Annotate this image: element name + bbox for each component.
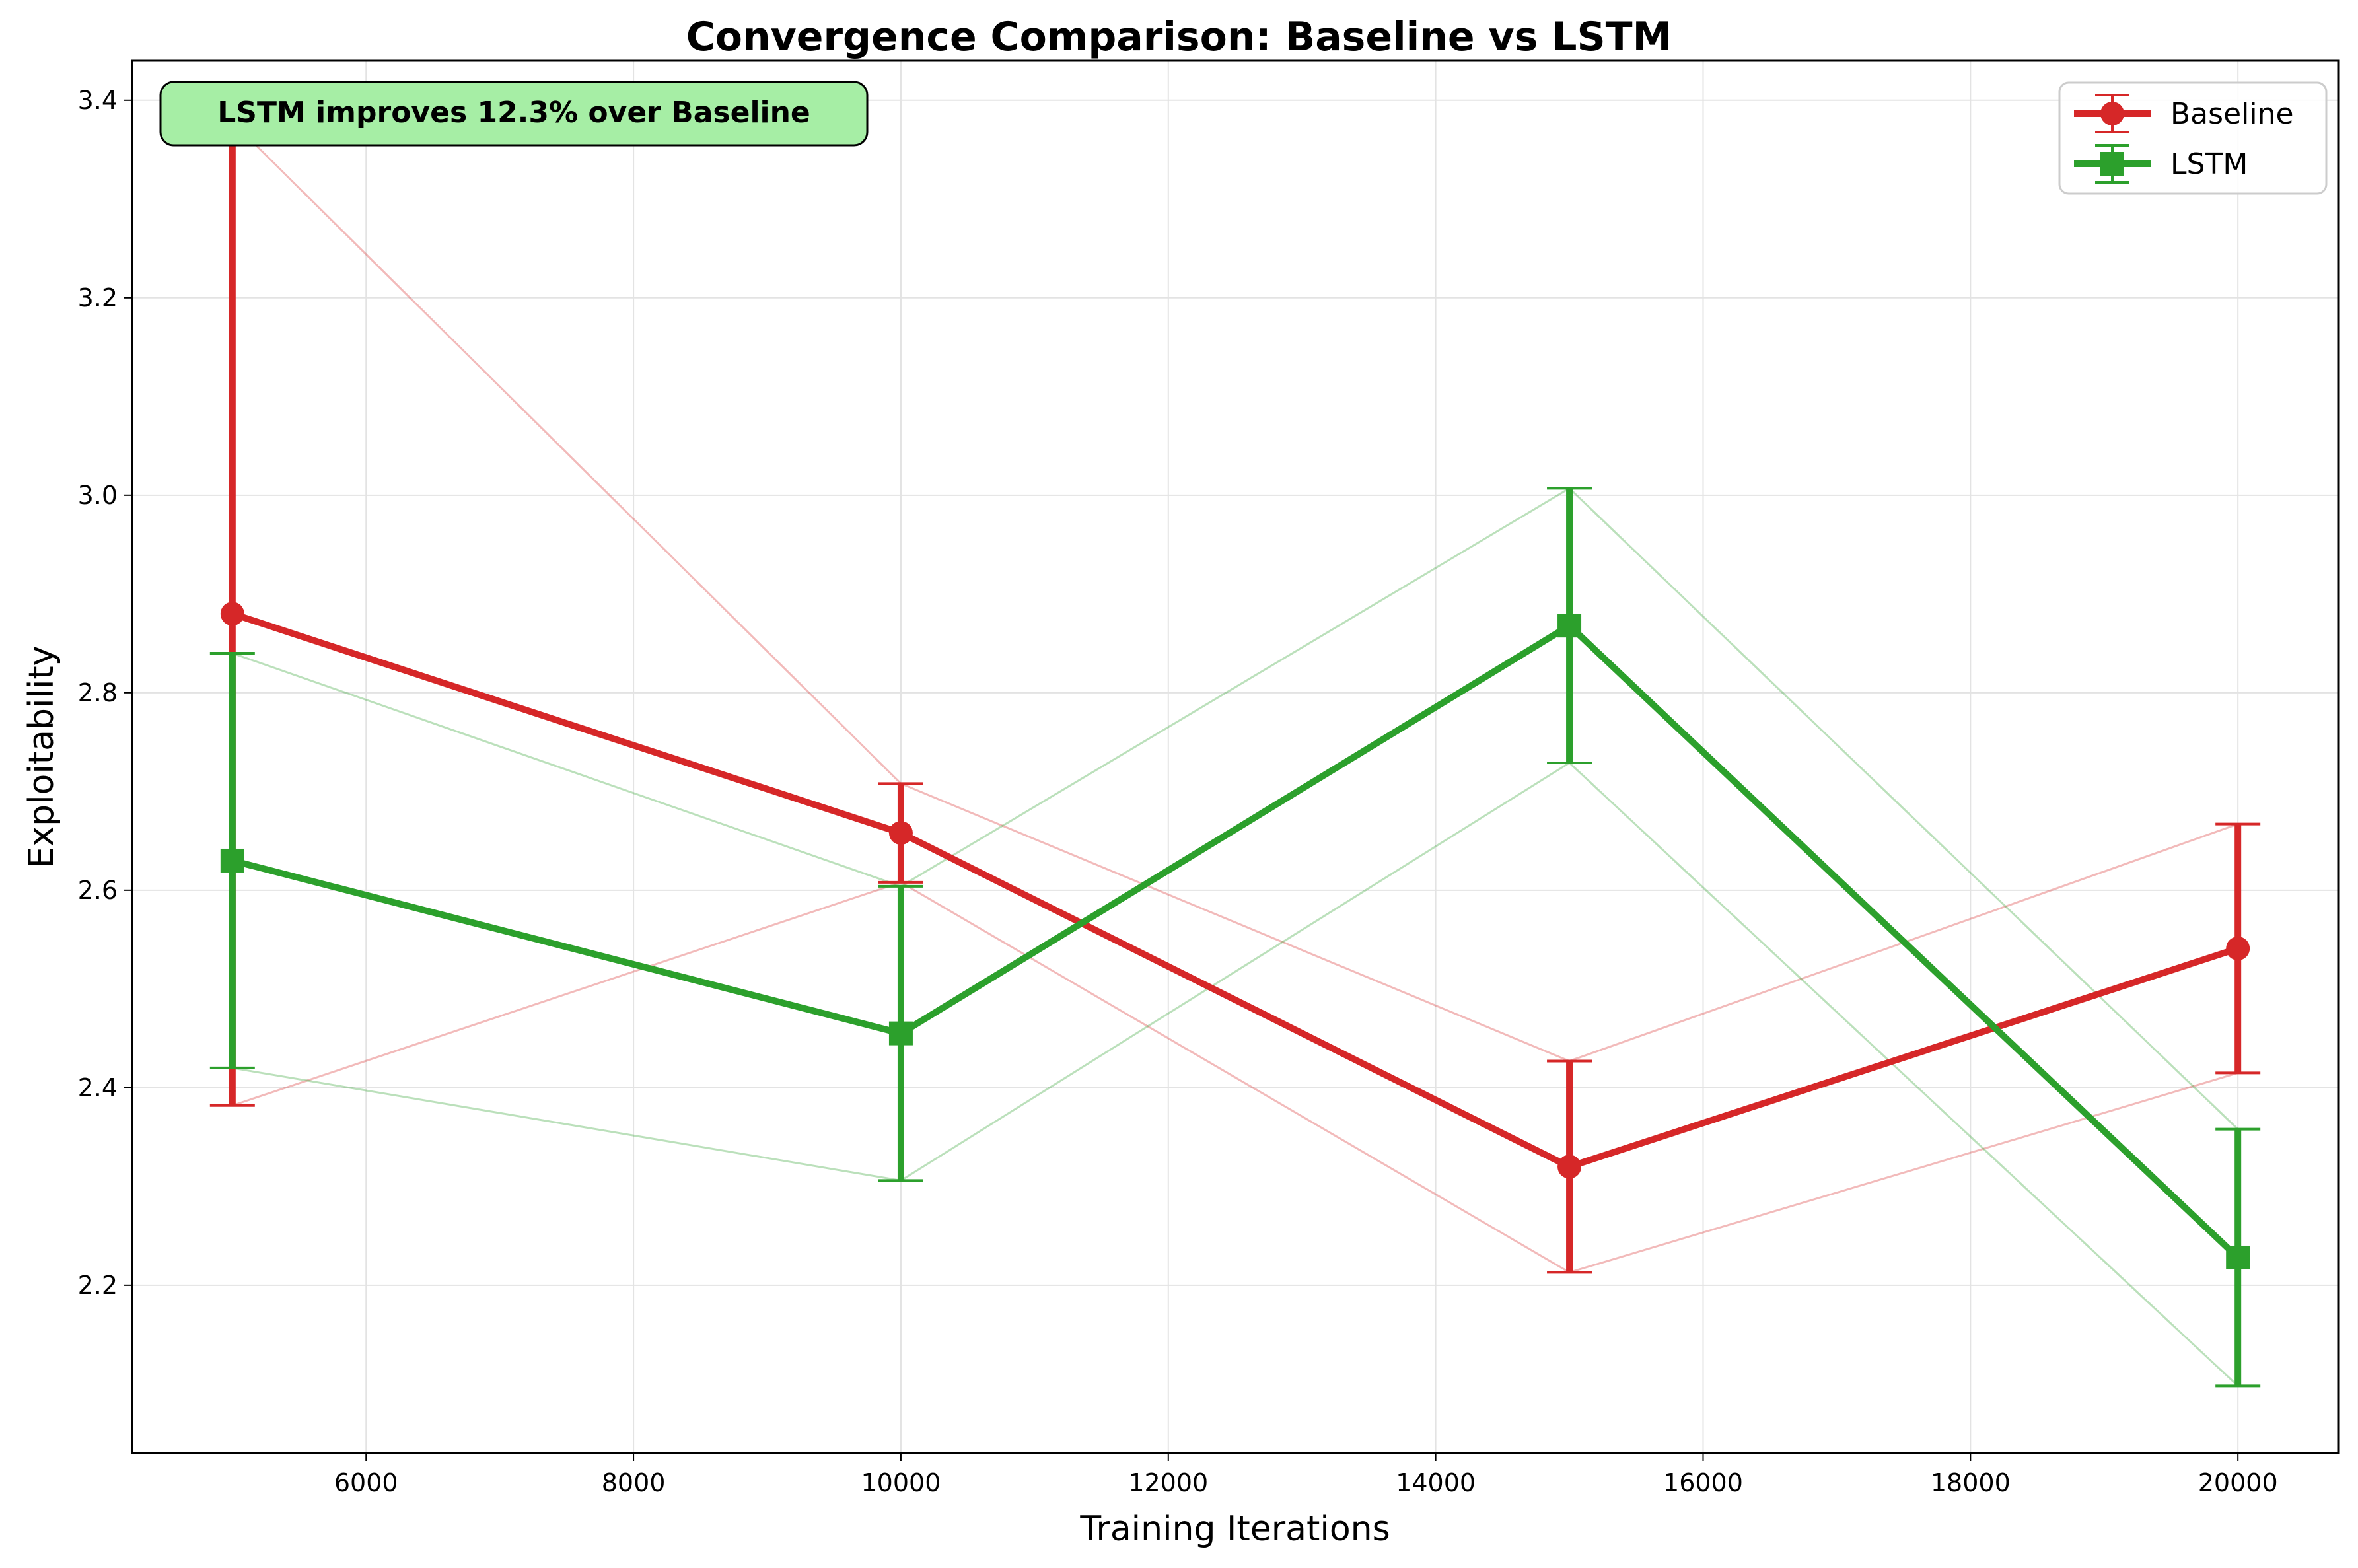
legend: Baseline LSTM — [2058, 81, 2328, 195]
x-tick-label: 16000 — [1663, 1468, 1743, 1497]
annotation-box: LSTM improves 12.3% over Baseline — [159, 81, 869, 147]
series-layer — [209, 120, 2261, 1388]
x-tick-label: 18000 — [1931, 1468, 2011, 1497]
lstm-marker — [888, 1021, 913, 1046]
x-axis-label: Training Iterations — [1079, 1509, 1390, 1549]
annotation-text: LSTM improves 12.3% over Baseline — [217, 96, 810, 129]
grid — [132, 61, 2338, 1453]
y-tick-label: 3.2 — [78, 283, 118, 312]
y-tick-label: 2.8 — [78, 678, 118, 707]
x-tick-label: 12000 — [1128, 1468, 1208, 1497]
y-tick-label: 3.4 — [78, 86, 118, 115]
baseline-marker — [1557, 1155, 1582, 1179]
baseline-marker — [888, 821, 913, 845]
baseline-line — [231, 610, 2239, 1170]
legend-baseline-marker — [2100, 102, 2124, 125]
legend-baseline-label: Baseline — [2170, 97, 2294, 131]
x-tick-label: 8000 — [602, 1468, 666, 1497]
lstm-line — [231, 622, 2240, 1260]
annotation-background — [159, 81, 869, 147]
y-tick-label: 2.2 — [78, 1271, 118, 1300]
y-tick-label: 3.0 — [78, 481, 118, 510]
series-main — [209, 120, 2261, 1388]
y-axis-label: Exploitability — [22, 645, 61, 868]
y-tick-label: 2.4 — [78, 1073, 118, 1102]
ticks: 6000 8000 10000 12000 14000 16000 18000 20000 2.… — [78, 86, 2278, 1497]
chart-title: Convergence Comparison: Baseline vs LSTM — [686, 14, 1672, 60]
baseline-marker — [220, 602, 244, 626]
x-tick-label: 14000 — [1396, 1468, 1476, 1497]
lstm-marker — [1557, 614, 1582, 638]
lstm-marker — [2226, 1245, 2250, 1269]
baseline-marker — [2226, 937, 2250, 961]
x-tick-label: 10000 — [861, 1468, 941, 1497]
x-tick-label: 6000 — [334, 1468, 398, 1497]
lstm-upper-bound-line — [232, 487, 2239, 1130]
legend-lstm-label: LSTM — [2170, 147, 2248, 181]
y-tick-label: 2.6 — [78, 876, 118, 905]
axes-frame — [131, 59, 2340, 1454]
lstm-series — [209, 487, 2261, 1388]
lstm-marker — [220, 848, 244, 873]
x-tick-label: 20000 — [2198, 1468, 2278, 1497]
legend-lstm-marker — [2100, 152, 2124, 176]
lstm-lower-bound-line — [232, 762, 2239, 1387]
baseline-lower-bound-line — [232, 881, 2238, 1274]
